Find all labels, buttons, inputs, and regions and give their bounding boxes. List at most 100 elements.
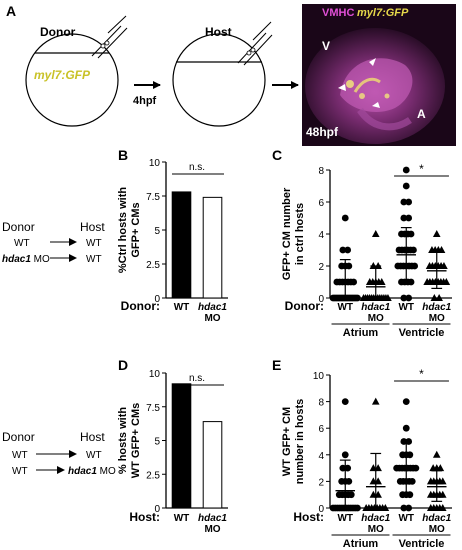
data-point [438,477,447,485]
data-point [411,262,419,270]
bar [202,196,223,299]
image-title-gfp: myl7:GFP [357,7,409,19]
scheme-top-row2-donor: hdac1 MO [2,254,50,265]
data-point [354,294,361,302]
y-axis-label-line: GFP+ CMs [130,202,142,257]
scheme-top-host-label: Host [80,220,105,234]
y-axis-label: % hosts withWT GFP+ CMs [117,403,142,478]
data-point [344,464,352,472]
data-point [345,478,353,485]
x-tick-label: MO [429,313,445,324]
x-tick-label: MO [429,524,445,535]
region-label: Atrium [343,327,379,339]
y-tick-label: 6 [318,424,324,435]
host-needle-icon [237,21,273,66]
y-tick-label: 7.5 [146,403,160,414]
data-point [410,246,417,254]
data-point [432,230,441,237]
donor-embryo [25,33,119,127]
donor-needle-icon [91,15,128,59]
y-tick-label: 0 [318,294,324,305]
data-point [400,214,408,222]
y-tick-label: 4 [318,230,324,241]
significance-label: * [419,162,424,176]
data-point [405,198,413,206]
data-point [341,398,349,405]
data-point [405,504,413,512]
x-tick-label: MO [368,313,384,324]
y-tick-label: 5 [154,226,160,237]
y-tick-label: 0 [318,504,324,515]
y-axis-label: WT GFP+ CMnumber in hosts [281,399,306,485]
significance-label: * [419,367,424,381]
x-tick-label: hdac1 [198,513,227,524]
data-point [400,504,408,512]
data-point [344,246,352,254]
scheme-top-row1-donor: WT [14,238,30,249]
x-tick-label: MO [204,524,220,535]
scheme-top-row1-host: WT [86,238,102,249]
chart-b: 0 2.5 5 7.5 10 %Ctrl hosts withGFP+ CMs WT hdac… [117,158,228,324]
y-tick-label: 10 [149,158,161,169]
data-point [406,451,414,459]
x-tick-label: WT [337,513,353,524]
y-tick-label: 10 [313,371,325,382]
x-tick-label: hdac1 [198,302,227,313]
x-row-label: Host: [293,510,324,524]
x-tick-label: WT [174,302,190,313]
x-tick-label: WT [398,513,414,524]
data-point [438,504,447,511]
data-point [406,491,414,499]
region-label: Ventricle [399,327,445,339]
y-axis-label-line: WT GFP+ CM [281,407,293,476]
scheme-bottom-row2-donor: WT [12,466,28,477]
scheme-bottom-donor-label: Donor [2,430,35,444]
data-point [432,450,441,458]
x-tick-label: hdac1 [422,513,451,524]
y-tick-label: 2.5 [146,260,160,271]
scheme-bottom-host-label: Host [80,430,105,444]
image-stage-label: 48hpf [306,125,339,139]
panel-d-letter: D [118,357,128,373]
x-tick-label: hdac1 [361,302,390,313]
y-axis-label-line: number in hosts [294,399,306,485]
y-axis-label-line: % hosts with [117,407,129,475]
y-axis-label-line: in ctrl hosts [294,203,306,265]
panel-a: A Donor myl7:GFP 4hpf Host [6,3,456,146]
bar [171,383,192,509]
data-point [341,451,349,459]
y-tick-label: 0 [154,504,160,515]
data-point [440,262,448,269]
data-point [347,491,355,499]
data-point [371,397,380,405]
bar [202,421,223,509]
data-point [371,230,380,237]
data-point [405,214,413,222]
y-tick-label: 5 [154,437,160,448]
transgene-label: myl7:GFP [34,68,91,82]
y-tick-label: 2 [318,477,324,488]
data-point [442,278,451,285]
scheme-bottom-row1-donor: WT [12,450,28,461]
significance-label: n.s. [189,373,205,384]
y-tick-label: 2 [318,262,324,273]
y-tick-label: 0 [154,294,160,305]
host-embryo [172,33,266,127]
data-point [402,166,410,174]
panel-e-letter: E [272,357,281,373]
data-point [339,246,347,254]
data-point [381,504,390,511]
injection-stage-label: 4hpf [133,95,157,107]
x-tick-label: MO [368,524,384,535]
data-point [402,424,410,432]
chart-d: 0 2.5 5 7.5 10 % hosts withWT GFP+ CMs WT hdac1… [117,369,228,535]
significance-label: n.s. [189,162,205,173]
scheme-top-donor-label: Donor [2,220,35,234]
x-tick-label: hdac1 [361,513,390,524]
panel-a-letter: A [6,3,16,19]
data-point [339,464,347,472]
data-point [435,294,443,301]
